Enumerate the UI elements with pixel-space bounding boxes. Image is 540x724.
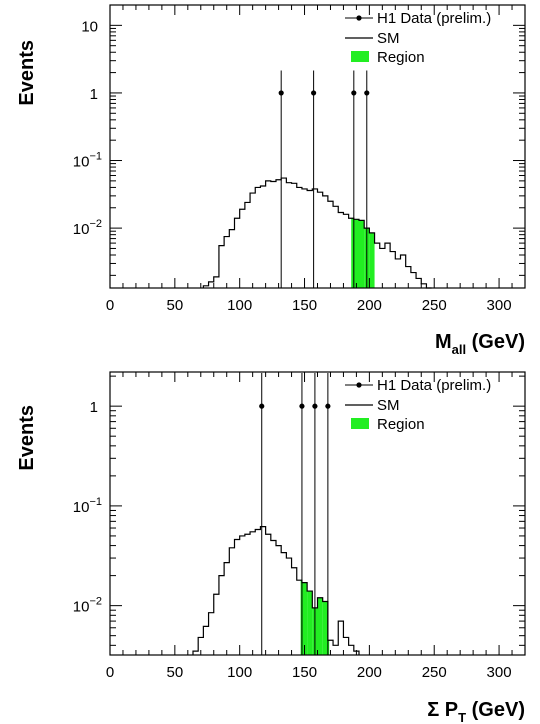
y-tick-label: 10−1 bbox=[73, 151, 102, 171]
x-tick-label: 100 bbox=[227, 297, 252, 314]
sm-histogram-line bbox=[192, 526, 360, 655]
x-tick-label: 150 bbox=[292, 297, 317, 314]
data-point bbox=[311, 90, 317, 96]
legend-data-label: H1 Data (prelim.) bbox=[377, 377, 491, 394]
bottom-panel: 0 50 100 150 200 250 300 1 10−1 10−2 Events Σ PT (G… bbox=[16, 371, 526, 724]
x-tick-label: 250 bbox=[422, 297, 447, 314]
y-axis-label: Events bbox=[16, 40, 38, 106]
legend-sm-label: SM bbox=[377, 30, 400, 47]
y-tick-label: 10 bbox=[81, 18, 98, 35]
data-point bbox=[299, 403, 305, 409]
legend-data-marker bbox=[356, 382, 362, 388]
legend-region-label: Region bbox=[377, 416, 425, 433]
region-bar bbox=[307, 591, 313, 655]
y-axis-label: Events bbox=[16, 405, 38, 471]
region-bar bbox=[369, 232, 375, 288]
legend-data-label: H1 Data (prelim.) bbox=[377, 10, 491, 27]
x-tick-label: 300 bbox=[487, 664, 512, 681]
x-tick-label: 250 bbox=[422, 664, 447, 681]
x-axis-label: Mall (GeV) bbox=[435, 331, 525, 357]
x-tick-label: 0 bbox=[106, 297, 114, 314]
region-bar bbox=[359, 220, 365, 288]
top-panel: 0 50 100 150 200 250 300 10 1 10−1 10−2 Events Mall … bbox=[16, 4, 526, 357]
x-tick-label: 0 bbox=[106, 664, 114, 681]
x-axis-label: Σ PT (GeV) bbox=[427, 699, 525, 724]
data-point bbox=[278, 90, 284, 96]
data-point bbox=[364, 90, 370, 96]
y-tick-label: 10−2 bbox=[73, 218, 102, 238]
region-bar bbox=[351, 218, 354, 288]
region-bar bbox=[317, 597, 323, 655]
x-tick-label: 50 bbox=[167, 664, 184, 681]
y-tick-label: 10−1 bbox=[73, 496, 102, 516]
region-bar bbox=[301, 582, 308, 655]
x-tick-label: 150 bbox=[292, 664, 317, 681]
y-tick-label: 1 bbox=[90, 86, 98, 103]
y-tick-label: 10−2 bbox=[73, 596, 102, 616]
plot-frame bbox=[109, 4, 526, 289]
x-tick-label: 100 bbox=[227, 664, 252, 681]
data-point bbox=[325, 403, 331, 409]
y-tick-label: 1 bbox=[90, 399, 98, 416]
data-point bbox=[312, 403, 318, 409]
region-bar bbox=[322, 601, 328, 655]
x-tick-label: 200 bbox=[357, 664, 382, 681]
data-point bbox=[351, 90, 357, 96]
legend-region-swatch bbox=[351, 51, 369, 62]
sm-histogram-line bbox=[202, 177, 432, 289]
region-bar bbox=[353, 219, 359, 288]
legend-region-label: Region bbox=[377, 49, 425, 66]
x-tick-label: 50 bbox=[167, 297, 184, 314]
x-tick-label: 200 bbox=[357, 297, 382, 314]
region-bar bbox=[327, 640, 330, 655]
legend-data-marker bbox=[356, 15, 362, 21]
x-tick-label: 300 bbox=[487, 297, 512, 314]
data-point bbox=[259, 403, 265, 409]
region-bar bbox=[300, 580, 302, 655]
legend-sm-label: SM bbox=[377, 397, 400, 414]
legend-region-swatch bbox=[351, 418, 369, 429]
